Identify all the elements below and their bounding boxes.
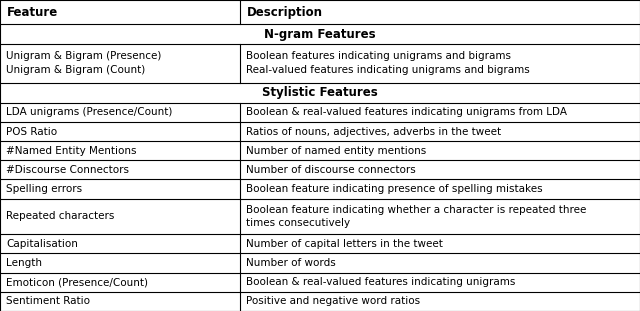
Text: Boolean features indicating unigrams and bigrams
Real-valued features indicating: Boolean features indicating unigrams and… <box>246 51 530 76</box>
Text: #Named Entity Mentions: #Named Entity Mentions <box>6 146 137 156</box>
Text: Unigram & Bigram (Presence)
Unigram & Bigram (Count): Unigram & Bigram (Presence) Unigram & Bi… <box>6 51 162 76</box>
Text: Stylistic Features: Stylistic Features <box>262 86 378 100</box>
Text: Feature: Feature <box>6 6 58 19</box>
Text: Emoticon (Presence/Count): Emoticon (Presence/Count) <box>6 277 148 287</box>
Text: Number of named entity mentions: Number of named entity mentions <box>246 146 427 156</box>
Text: Capitalisation: Capitalisation <box>6 239 78 249</box>
Text: Ratios of nouns, adjectives, adverbs in the tweet: Ratios of nouns, adjectives, adverbs in … <box>246 127 502 137</box>
Text: Boolean & real-valued features indicating unigrams: Boolean & real-valued features indicatin… <box>246 277 516 287</box>
Text: N-gram Features: N-gram Features <box>264 28 376 40</box>
Text: Repeated characters: Repeated characters <box>6 211 115 221</box>
Text: Positive and negative word ratios: Positive and negative word ratios <box>246 296 420 306</box>
Text: Boolean & real-valued features indicating unigrams from LDA: Boolean & real-valued features indicatin… <box>246 107 568 117</box>
Text: Boolean feature indicating presence of spelling mistakes: Boolean feature indicating presence of s… <box>246 184 543 194</box>
Text: #Discourse Connectors: #Discourse Connectors <box>6 165 129 175</box>
Text: Number of discourse connectors: Number of discourse connectors <box>246 165 416 175</box>
Text: Number of words: Number of words <box>246 258 336 268</box>
Text: POS Ratio: POS Ratio <box>6 127 58 137</box>
Text: Number of capital letters in the tweet: Number of capital letters in the tweet <box>246 239 444 249</box>
Text: Sentiment Ratio: Sentiment Ratio <box>6 296 90 306</box>
Text: Spelling errors: Spelling errors <box>6 184 83 194</box>
Text: Length: Length <box>6 258 42 268</box>
Text: Boolean feature indicating whether a character is repeated three
times consecuti: Boolean feature indicating whether a cha… <box>246 205 587 228</box>
Text: Description: Description <box>246 6 323 19</box>
Text: LDA unigrams (Presence/Count): LDA unigrams (Presence/Count) <box>6 107 173 117</box>
